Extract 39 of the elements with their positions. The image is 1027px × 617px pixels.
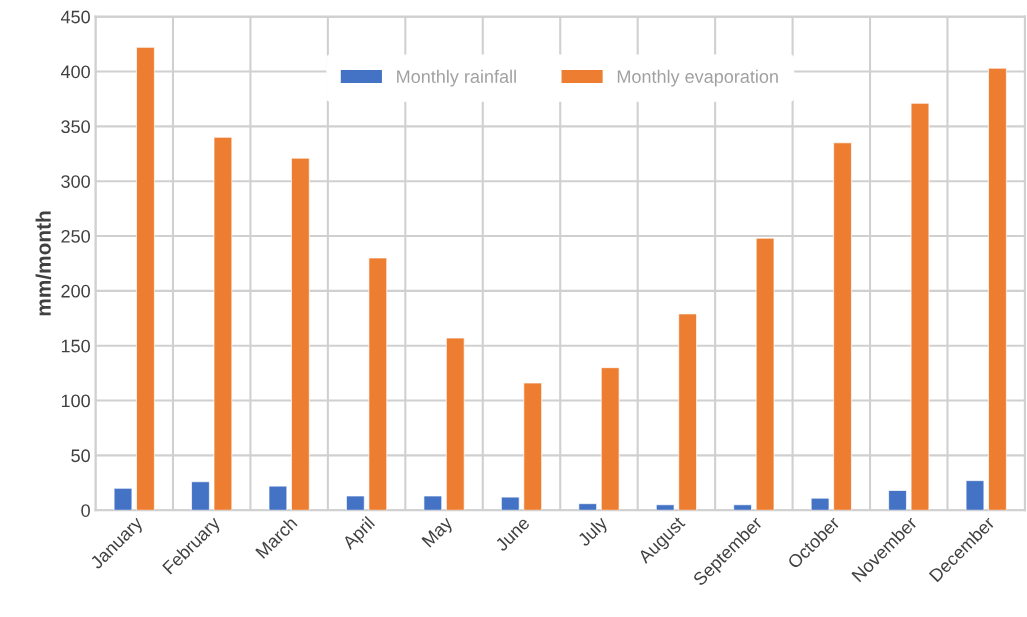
- y-tick-label: 150: [61, 339, 90, 353]
- bar: [191, 481, 210, 511]
- y-tick-label: 250: [61, 229, 90, 243]
- y-axis-title: mm/month: [35, 211, 52, 316]
- bar: [423, 495, 443, 511]
- bar: [910, 102, 930, 511]
- x-tick-label: July: [576, 515, 611, 550]
- bar: [213, 136, 233, 511]
- bar: [678, 313, 697, 511]
- y-tick-label: 50: [71, 449, 90, 463]
- bar: [655, 504, 675, 511]
- x-tick-label: May: [421, 515, 456, 551]
- y-tick-label: 100: [61, 394, 90, 408]
- y-tick-label: 350: [61, 120, 90, 134]
- bar: [755, 237, 775, 511]
- bar: [833, 142, 852, 511]
- y-tick-label: 400: [60, 65, 90, 79]
- bar: [291, 157, 310, 511]
- y-tick-label: 0: [81, 504, 90, 517]
- legend-label: Monthly evaporation: [617, 69, 778, 87]
- bar: [136, 47, 155, 511]
- bar: [733, 504, 752, 511]
- bar: [446, 337, 465, 511]
- bar: [368, 257, 388, 511]
- bar: [600, 367, 620, 511]
- legend-label: Monthly rainfall: [397, 69, 516, 87]
- bar: [578, 503, 597, 511]
- bar: [988, 67, 1007, 511]
- bar: [888, 490, 907, 511]
- y-tick-label: 200: [61, 284, 90, 298]
- bar: [501, 496, 520, 511]
- y-tick-label: 450: [60, 10, 90, 24]
- bar: [346, 495, 365, 511]
- bar: [268, 485, 288, 511]
- bar: [113, 487, 133, 511]
- bar: [965, 480, 985, 511]
- y-tick-label: 300: [61, 175, 90, 188]
- bar: [810, 497, 830, 511]
- bar: [523, 382, 542, 511]
